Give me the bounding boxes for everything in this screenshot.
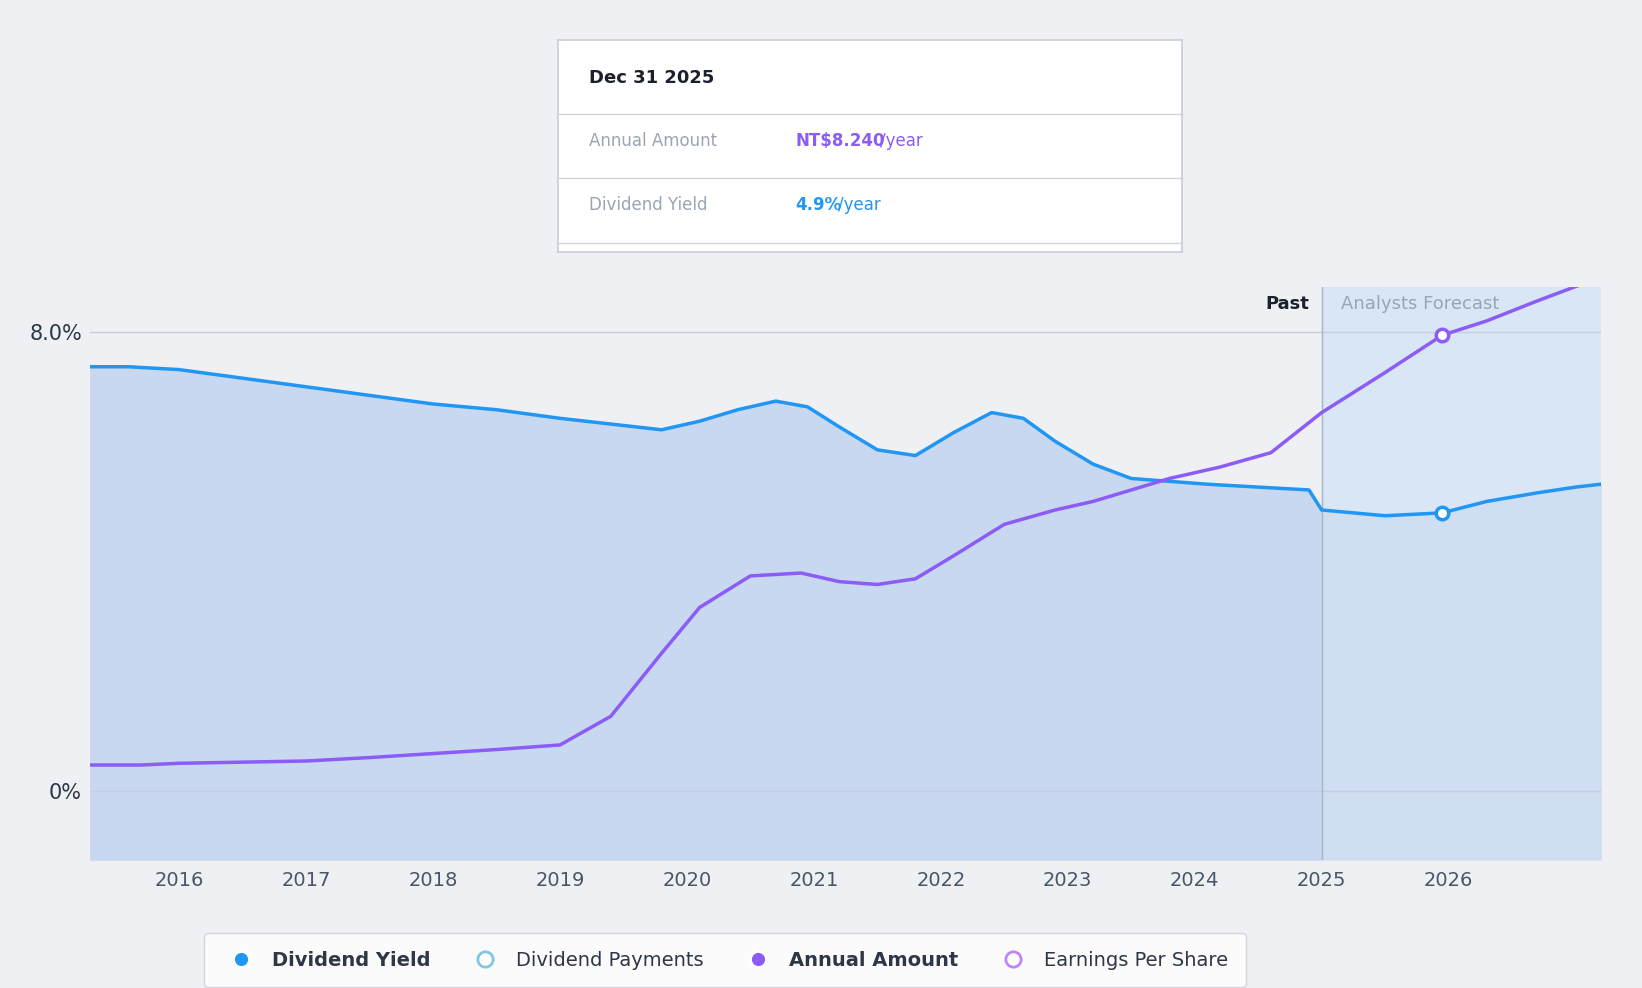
Text: Dividend Yield: Dividend Yield — [589, 197, 708, 214]
Text: NT$8.240: NT$8.240 — [795, 132, 885, 150]
Text: Annual Amount: Annual Amount — [589, 132, 718, 150]
Text: Past: Past — [1264, 295, 1309, 313]
Text: 4.9%: 4.9% — [795, 197, 842, 214]
Text: Dec 31 2025: Dec 31 2025 — [589, 69, 714, 87]
Text: /year: /year — [837, 197, 880, 214]
Legend: Dividend Yield, Dividend Payments, Annual Amount, Earnings Per Share: Dividend Yield, Dividend Payments, Annua… — [204, 934, 1246, 987]
Text: Analysts Forecast: Analysts Forecast — [1342, 295, 1499, 313]
Bar — [1322, 287, 1601, 860]
Text: /year: /year — [880, 132, 923, 150]
